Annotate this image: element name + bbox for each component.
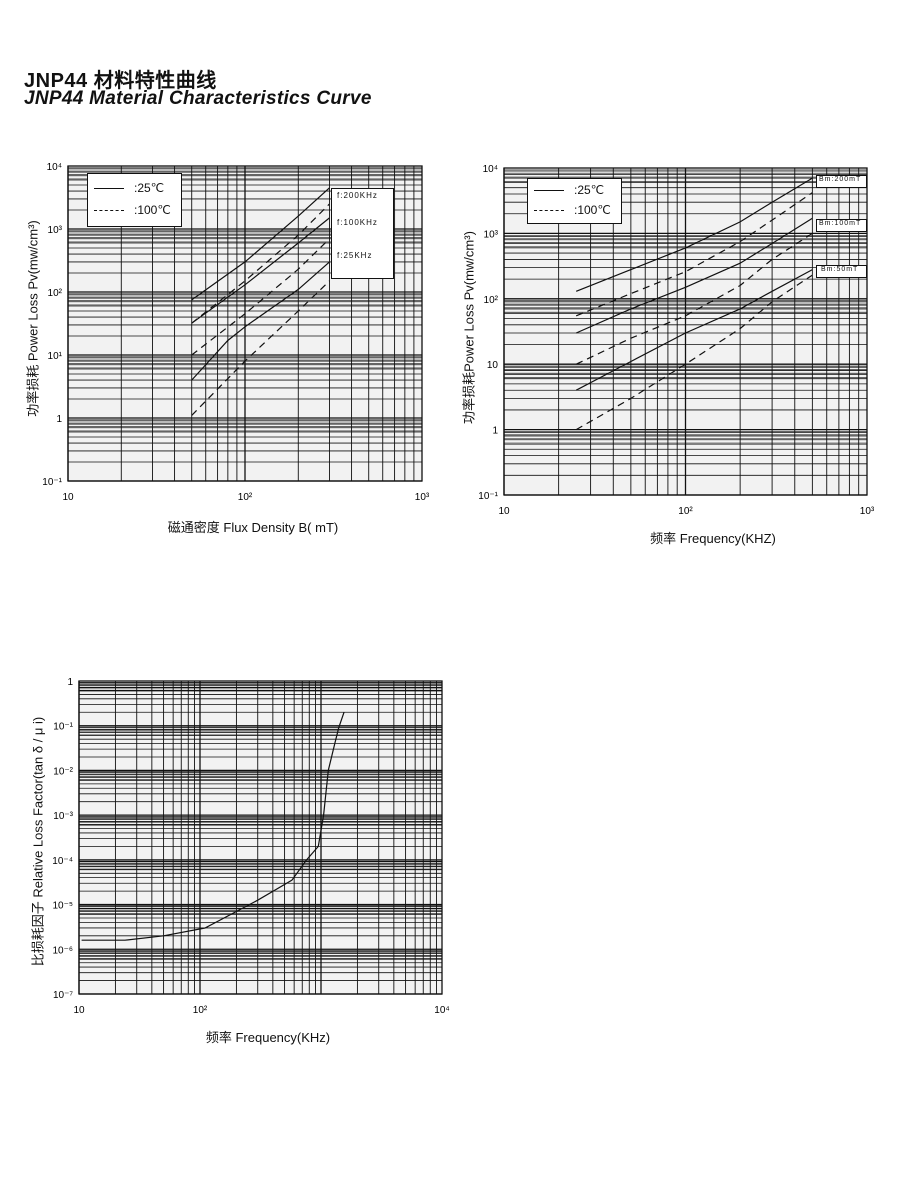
curve-label-100mt-box: Bm:100mT	[816, 219, 867, 232]
chart1-x-tick-label: 10	[62, 492, 74, 503]
chart2-y-axis-label: 功率损耗Power Loss Pv(mw/cm³)	[461, 231, 477, 424]
chart3-x-axis-label: 频率 Frequency(KHz)	[205, 1030, 331, 1045]
series-line	[575, 232, 813, 365]
chart3-x-tick-label: 10²	[193, 1005, 208, 1016]
chart1-legend: :25℃ :100℃	[87, 173, 182, 227]
curve-label-50mt-box: Bm:50mT	[816, 265, 867, 278]
chart3-x-tick-label: 10⁴	[434, 1005, 449, 1016]
series-line	[575, 192, 813, 317]
series-line	[575, 274, 813, 431]
curve-label-200mt: Bm:200mT	[819, 176, 862, 183]
chart1-y-tick-label: 10²	[48, 288, 63, 299]
chart1-x-axis-label: 磁通密度 Flux Density B( mT)	[167, 520, 339, 535]
chart3-y-tick-label: 10⁻²	[53, 766, 73, 777]
chart1-x-tick-label: 10²	[238, 492, 253, 503]
series-line	[191, 261, 330, 381]
chart2-x-axis-label: 频率 Frequency(KHZ)	[650, 531, 776, 546]
legend-solid-line-icon	[94, 187, 124, 189]
title-english: JNP44 Material Characteristics Curve	[24, 88, 372, 109]
chart3-y-axis-label: 比损耗因子 Relative Loss Factor(tan δ / μ i)	[30, 716, 46, 967]
chart1-y-tick-label: 10¹	[48, 351, 63, 362]
legend-dashed-line-icon	[94, 209, 124, 211]
chart2-x-tick-label: 10	[498, 506, 510, 517]
chart3-y-tick-label: 10⁻¹	[53, 722, 73, 733]
chart2-x-tick-label: 10²	[678, 506, 693, 517]
series-line	[191, 217, 330, 324]
curve-label-25khz: f:25KHz	[337, 251, 373, 260]
chart3-y-tick-label: 10⁻⁶	[52, 945, 73, 956]
chart3-y-tick-label: 10⁻³	[53, 811, 73, 822]
chart1-y-axis-label: 功率损耗 Power Loss Pv(mw/cm³)	[25, 220, 41, 417]
series-line	[191, 280, 330, 416]
chart2-y-tick-label: 10⁴	[483, 164, 498, 175]
chart2-y-tick-label: 10	[487, 360, 499, 371]
curve-label-100mt: Bm:100mT	[819, 220, 862, 227]
legend-dashed-line-icon	[534, 209, 564, 211]
legend-label-100c: :100℃	[134, 203, 171, 217]
chart2-y-tick-label: 10⁻¹	[478, 491, 498, 502]
chart2-legend: :25℃ :100℃	[527, 178, 622, 224]
chart1-curve-labels: f:200KHz f:100KHz f:25KHz	[331, 188, 394, 279]
chart2-y-tick-label: 10²	[484, 295, 499, 306]
chart3-x-tick-label: 10	[73, 1005, 85, 1016]
chart1-y-tick-label: 10⁴	[47, 162, 62, 173]
chart2-y-tick-label: 1	[492, 426, 498, 437]
chart1-y-tick-label: 1	[56, 414, 62, 425]
legend-label-25c: :25℃	[574, 183, 605, 197]
series-line	[575, 217, 813, 334]
series-line	[575, 269, 813, 391]
curve-label-200mt-box: Bm:200mT	[816, 175, 867, 188]
legend-solid-line-icon	[534, 189, 564, 191]
series-line	[575, 177, 813, 292]
chart1-x-tick-label: 10³	[415, 492, 430, 503]
chart2-y-tick-label: 10³	[484, 229, 499, 240]
curve-label-50mt: Bm:50mT	[821, 266, 859, 273]
chart1-y-tick-label: 10³	[48, 225, 63, 236]
series-line	[191, 238, 330, 356]
chart3-plot-area	[78, 680, 443, 995]
series-line	[191, 187, 330, 301]
series-line	[81, 712, 345, 941]
series-line	[191, 203, 330, 324]
chart2-x-tick-label: 10³	[860, 506, 875, 517]
chart3-y-tick-label: 1	[67, 677, 73, 688]
chart1-y-tick-label: 10⁻¹	[42, 477, 62, 488]
legend-label-100c: :100℃	[574, 203, 611, 217]
chart3-y-tick-label: 10⁻⁵	[52, 901, 73, 912]
curve-label-100khz: f:100KHz	[337, 218, 378, 227]
legend-label-25c: :25℃	[134, 181, 165, 195]
chart3-y-tick-label: 10⁻⁴	[52, 856, 73, 867]
title-chinese: JNP44 材料特性曲线	[24, 70, 217, 92]
chart3-y-tick-label: 10⁻⁷	[53, 990, 73, 1001]
curve-label-200khz: f:200KHz	[337, 191, 378, 200]
